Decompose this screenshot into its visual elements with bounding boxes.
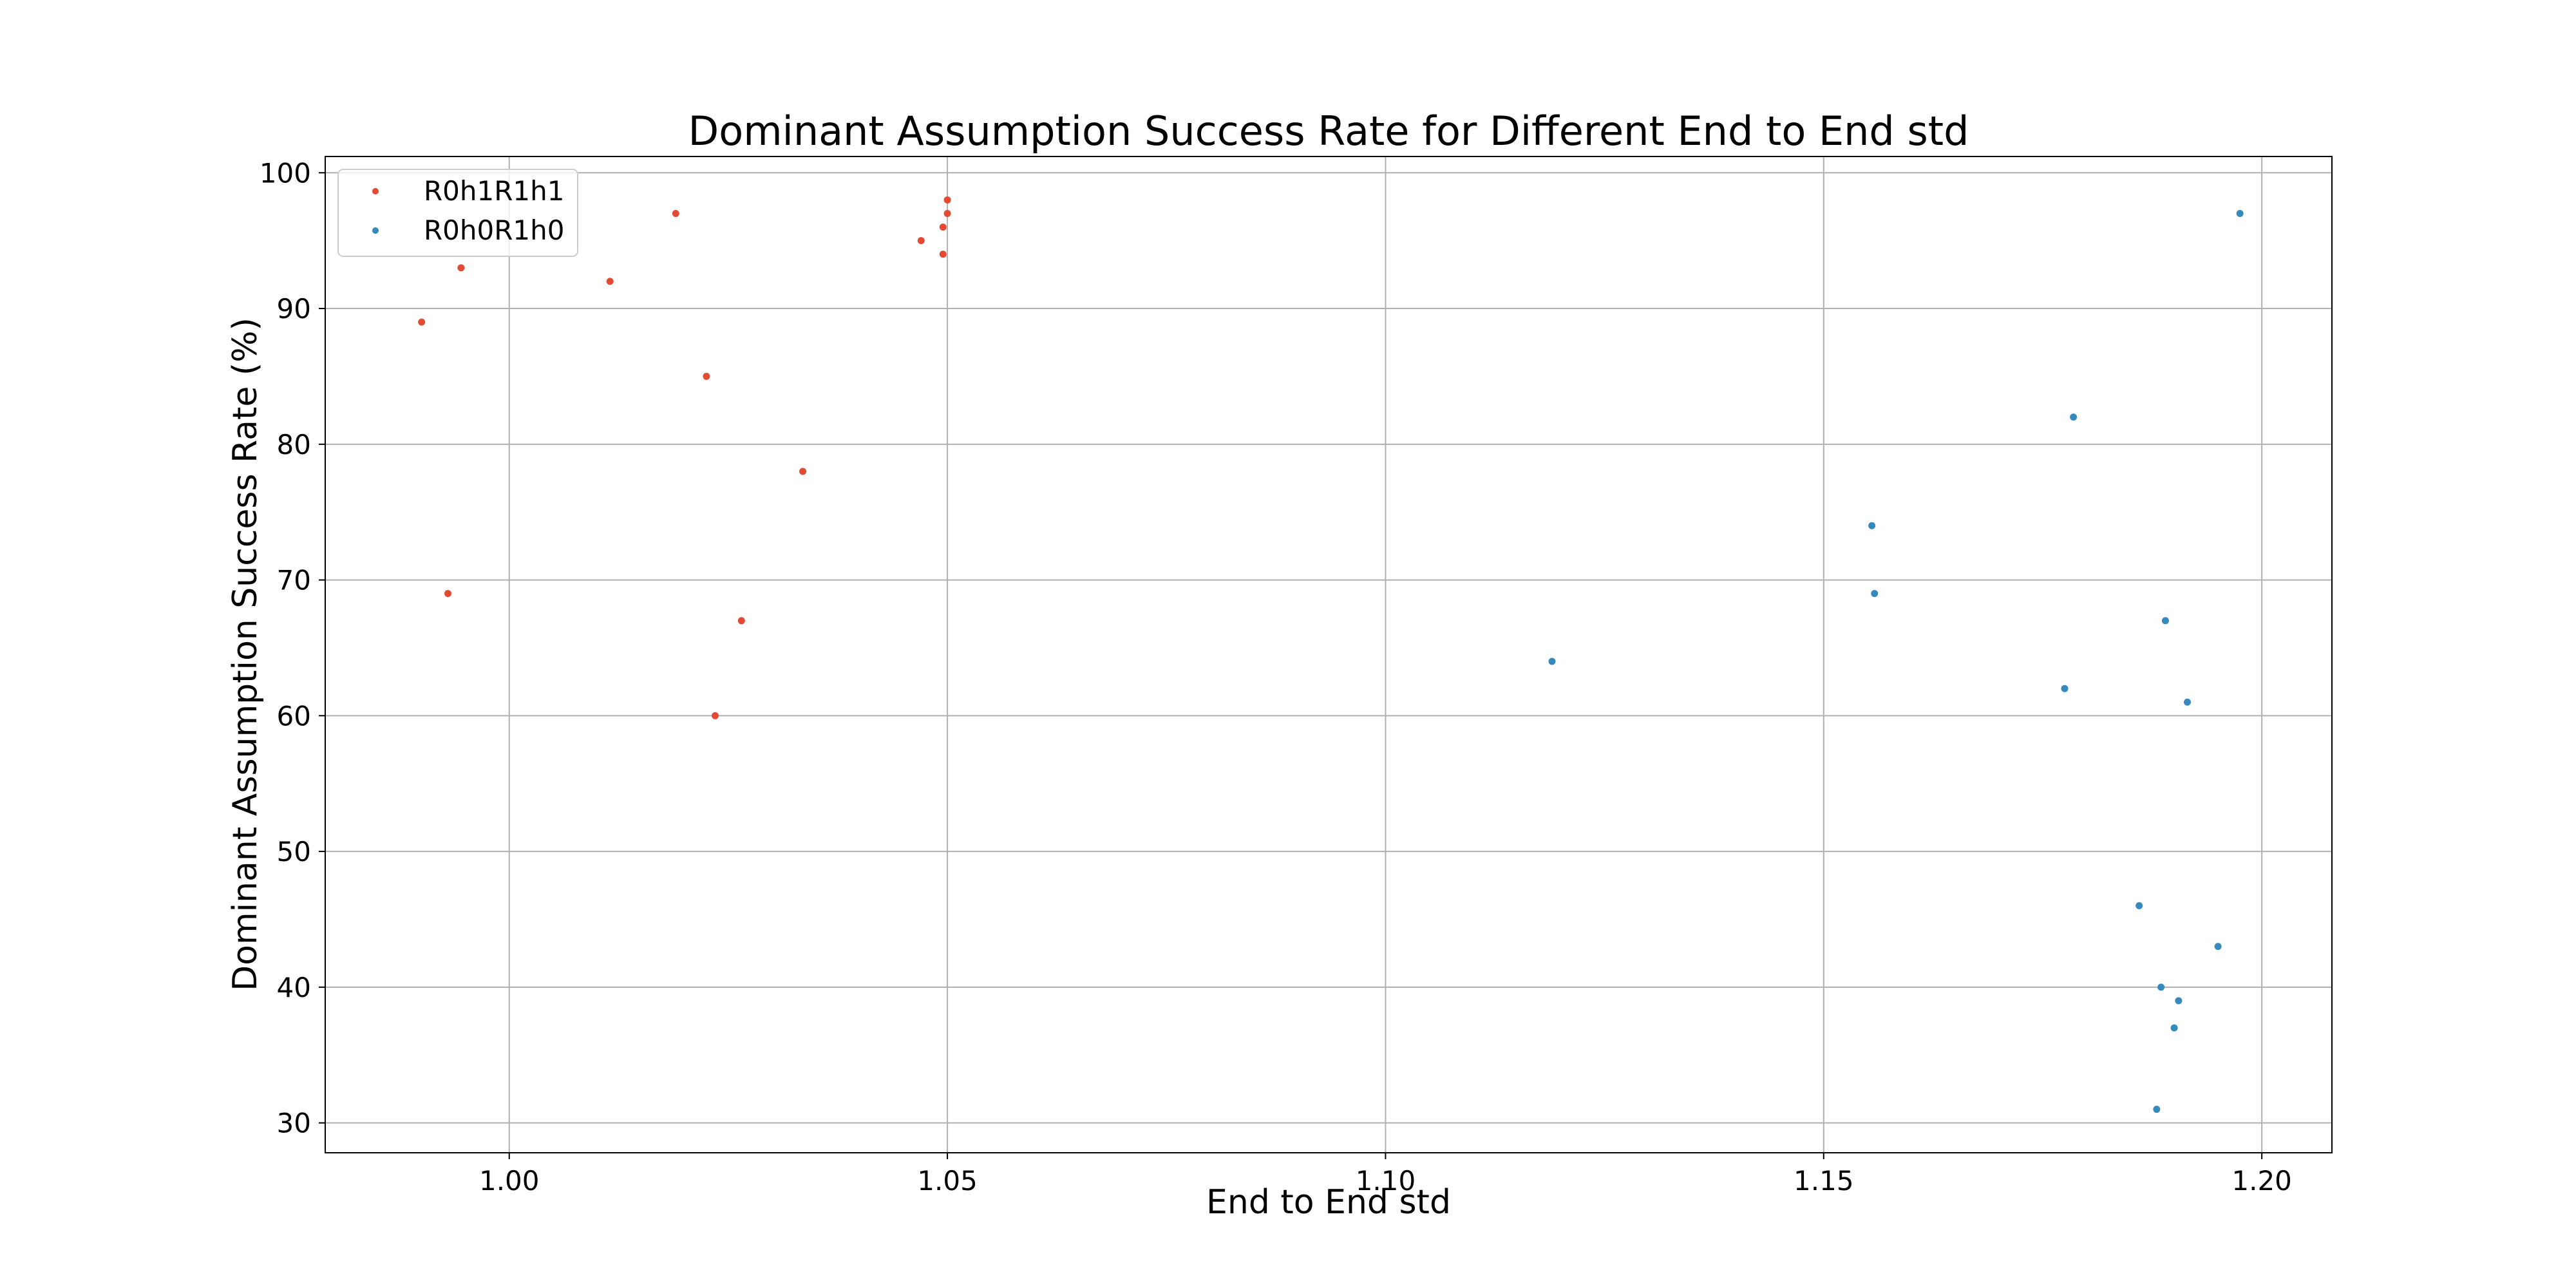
y-tick-label: 100 [260,157,311,189]
data-point-r0h1r1h1 [917,237,925,245]
data-point-r0h1r1h1 [712,712,719,719]
data-point-r0h0r1h0 [2136,902,2143,909]
data-point-r0h1r1h1 [418,318,426,326]
data-point-r0h1r1h1 [703,372,710,380]
data-point-r0h0r1h0 [2070,413,2078,421]
data-points [418,196,2244,1113]
data-point-r0h0r1h0 [2236,210,2244,218]
data-point-r0h1r1h1 [939,223,947,231]
chart-title: Dominant Assumption Success Rate for Dif… [688,108,1969,155]
legend-marker-r0h0r1h0 [372,227,379,234]
y-tick-label: 60 [277,700,311,732]
legend: R0h1R1h1 R0h0R1h0 [337,169,578,257]
data-point-r0h0r1h0 [2214,943,2222,951]
data-point-r0h0r1h0 [2170,1024,2178,1032]
y-tick-label: 40 [277,972,311,1003]
y-tick-label: 80 [277,429,311,460]
data-point-r0h0r1h0 [1868,522,1876,529]
data-point-r0h0r1h0 [2161,617,2169,625]
data-point-r0h0r1h0 [1548,658,1556,665]
data-point-r0h1r1h1 [444,590,451,598]
x-tick-label: 1.05 [917,1165,978,1197]
grid [325,156,2332,1153]
data-point-r0h0r1h0 [2061,685,2069,692]
legend-box [337,169,578,257]
data-point-r0h0r1h0 [2183,698,2191,706]
data-point-r0h1r1h1 [943,210,951,218]
x-axis-label: End to End std [1206,1183,1451,1222]
legend-label-r0h0r1h0: R0h0R1h0 [424,214,565,246]
y-tick-label: 30 [277,1108,311,1139]
data-point-r0h1r1h1 [943,196,951,204]
x-tick-label: 1.20 [2231,1165,2292,1197]
legend-label-r0h1r1h1: R0h1R1h1 [424,175,565,207]
data-point-r0h1r1h1 [737,617,745,625]
y-tick-label: 70 [277,565,311,596]
data-point-r0h0r1h0 [1871,590,1879,598]
x-tick-label: 1.00 [479,1165,540,1197]
data-point-r0h1r1h1 [672,210,679,218]
x-tick-label: 1.15 [1794,1165,1854,1197]
data-point-r0h1r1h1 [939,251,947,258]
y-axis-label: Dominant Assumption Success Rate (%) [226,317,265,991]
data-point-r0h1r1h1 [799,468,807,475]
y-tick-label: 50 [277,836,311,867]
x-tick-label: 1.10 [1356,1165,1416,1197]
axis-ticks: 1.00 1.05 1.10 1.15 1.20 30 40 50 60 70 80 90 100 [260,157,2292,1197]
data-point-r0h0r1h0 [2157,983,2165,991]
y-tick-label: 90 [277,293,311,325]
data-point-r0h1r1h1 [606,278,614,285]
data-point-r0h0r1h0 [2153,1106,2161,1113]
legend-marker-r0h1r1h1 [372,188,379,194]
plot-frame [325,156,2333,1153]
data-point-r0h0r1h0 [2175,997,2183,1005]
data-point-r0h1r1h1 [457,264,465,272]
